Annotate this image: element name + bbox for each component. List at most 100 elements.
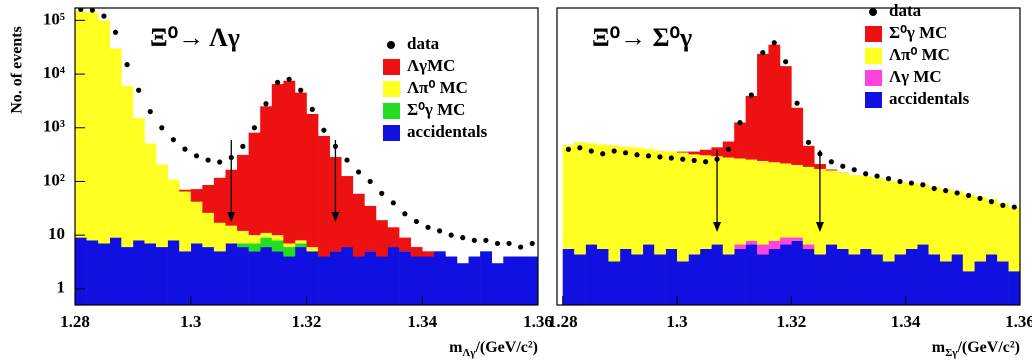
histogram-bar: [98, 243, 111, 305]
data-point: [611, 148, 617, 154]
histogram-bar: [894, 254, 906, 305]
data-point: [668, 155, 674, 161]
data-point: [703, 159, 709, 165]
histogram-bar: [585, 143, 598, 245]
data-point: [124, 62, 130, 68]
histogram-bar: [260, 237, 273, 248]
data-point: [794, 100, 800, 106]
histogram-bar: [722, 157, 735, 255]
histogram-bar: [757, 254, 769, 305]
histogram-bar: [260, 106, 273, 233]
data-point: [737, 120, 743, 126]
histogram-bar: [699, 155, 712, 249]
histogram-bar: [445, 256, 458, 305]
histogram-bar: [352, 256, 365, 305]
histogram-bar: [871, 254, 884, 305]
histogram-bar: [997, 203, 1009, 262]
histogram-bar: [779, 163, 792, 238]
y-tick-label: 10³: [43, 117, 65, 136]
data-point: [159, 125, 165, 131]
histogram-bar: [574, 254, 586, 305]
histogram-bar: [341, 247, 354, 305]
histogram-bar: [814, 254, 826, 305]
histogram-bar: [329, 251, 342, 305]
data-point: [518, 244, 524, 250]
histogram-bar: [387, 227, 400, 248]
histogram-bar: [699, 149, 712, 156]
data-point: [680, 156, 686, 162]
histogram-bar: [985, 254, 998, 305]
data-point: [309, 106, 315, 112]
x-label-symbol: m: [449, 339, 463, 356]
histogram-bar: [619, 248, 632, 305]
histogram-bar: [248, 132, 261, 236]
y-tick-label: 1: [57, 278, 66, 297]
histogram-bar: [248, 251, 261, 305]
data-point: [217, 159, 223, 165]
data-point: [494, 240, 501, 247]
histogram-bar: [283, 256, 296, 305]
histogram-bar: [202, 212, 215, 248]
histogram-bar: [410, 247, 423, 257]
data-point: [897, 178, 903, 185]
histogram-bar: [757, 160, 769, 245]
legend-swatch: [865, 48, 882, 64]
histogram-bar: [399, 251, 411, 305]
panel: 1.28 1.3 1.32 1.34 1.36 Ξ⁰→ Σ⁰γ mΣγ/(GeV/c²) da…: [548, 1, 1032, 359]
histogram-bar: [364, 205, 377, 252]
data-point: [101, 13, 107, 19]
data-point: [425, 224, 431, 230]
histogram-bar: [468, 256, 481, 305]
histogram-bar: [791, 240, 804, 305]
data-point: [112, 29, 119, 35]
x-tick-label: 1.36: [523, 312, 553, 331]
legend-swatch: [383, 103, 400, 119]
data-point: [205, 157, 211, 163]
histogram-bar: [802, 166, 815, 245]
histogram-bar: [745, 244, 758, 305]
data-point: [988, 199, 995, 205]
legend-label: accidentals: [407, 122, 488, 141]
histogram-bar: [882, 180, 895, 262]
histogram-bar: [917, 184, 929, 245]
histogram-bar: [779, 237, 792, 245]
histogram-bar: [825, 170, 838, 245]
chart-title: Ξ⁰→ Λγ: [150, 23, 240, 52]
data-point: [748, 92, 754, 98]
data-point: [251, 125, 258, 131]
histogram-bar: [341, 176, 354, 248]
histogram-bar: [399, 237, 411, 252]
histogram-bar: [631, 254, 644, 305]
histogram-bar: [939, 189, 952, 262]
histogram-bar: [871, 177, 884, 255]
histogram-bar: [260, 232, 273, 238]
histogram-bar: [619, 146, 632, 249]
histogram-bar: [294, 240, 307, 244]
x-label-subscript: Σγ: [945, 347, 957, 359]
histogram-bar: [248, 235, 261, 244]
legend-label: Λπ⁰ MC: [407, 78, 468, 97]
histogram-bar: [974, 261, 987, 305]
histogram-bar: [491, 263, 504, 305]
data-point: [321, 127, 327, 133]
histogram-bar: [894, 181, 906, 255]
histogram-bar: [631, 147, 644, 255]
histogram-bar: [768, 240, 781, 249]
data-point: [402, 211, 408, 217]
cut-arrow-head: [227, 212, 236, 222]
histogram-bar: [202, 247, 215, 305]
legend-swatch: [383, 81, 400, 97]
data-point: [136, 87, 142, 93]
histogram-bar: [318, 135, 330, 257]
x-axis-label: mΣγ/(GeV/c²): [932, 339, 1020, 359]
histogram-bar: [422, 256, 435, 305]
histogram-bar: [271, 240, 284, 252]
legend-marker: [387, 41, 395, 49]
histogram-bar: [928, 186, 941, 255]
histogram-bar: [757, 244, 769, 255]
histogram-bar: [905, 183, 918, 249]
histogram-bar: [179, 191, 192, 252]
histogram-bar: [779, 66, 792, 164]
data-point: [437, 228, 443, 234]
histogram-bar: [597, 248, 609, 305]
